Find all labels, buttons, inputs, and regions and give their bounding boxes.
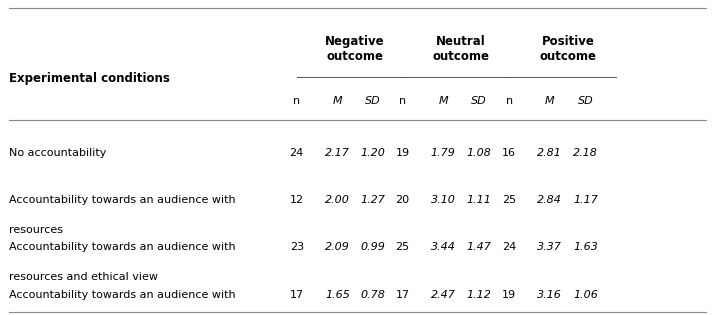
Text: 3.44: 3.44	[431, 242, 455, 252]
Text: M: M	[332, 96, 342, 106]
Text: 1.06: 1.06	[573, 289, 598, 300]
Text: 19: 19	[502, 289, 516, 300]
Text: 25: 25	[502, 195, 516, 205]
Text: No accountability: No accountability	[9, 148, 106, 158]
Text: 24: 24	[290, 148, 304, 158]
Text: 1.63: 1.63	[573, 242, 598, 252]
Text: 24: 24	[502, 242, 516, 252]
Text: 2.81: 2.81	[538, 148, 562, 158]
Text: 25: 25	[395, 242, 410, 252]
Text: 2.17: 2.17	[325, 148, 350, 158]
Text: 17: 17	[290, 289, 304, 300]
Text: Positive
outcome: Positive outcome	[540, 35, 597, 63]
Text: 17: 17	[395, 289, 410, 300]
Text: Negative
outcome: Negative outcome	[325, 35, 385, 63]
Text: n: n	[399, 96, 406, 106]
Text: resources: resources	[9, 225, 63, 235]
Text: 2.00: 2.00	[325, 195, 350, 205]
Text: Accountability towards an audience with: Accountability towards an audience with	[9, 242, 235, 252]
Text: n: n	[506, 96, 513, 106]
Text: SD: SD	[578, 96, 593, 106]
Text: 1.65: 1.65	[325, 289, 350, 300]
Text: 3.37: 3.37	[538, 242, 562, 252]
Text: SD: SD	[471, 96, 487, 106]
Text: 2.84: 2.84	[538, 195, 562, 205]
Text: 16: 16	[502, 148, 516, 158]
Text: 1.27: 1.27	[361, 195, 385, 205]
Text: 1.08: 1.08	[467, 148, 491, 158]
Text: Accountability towards an audience with: Accountability towards an audience with	[9, 195, 235, 205]
Text: 1.12: 1.12	[467, 289, 491, 300]
Text: M: M	[438, 96, 448, 106]
Text: Neutral
outcome: Neutral outcome	[433, 35, 490, 63]
Text: 1.79: 1.79	[431, 148, 455, 158]
Text: 0.78: 0.78	[361, 289, 385, 300]
Text: Accountability towards an audience with: Accountability towards an audience with	[9, 289, 235, 300]
Text: 1.47: 1.47	[467, 242, 491, 252]
Text: resources and ethical view: resources and ethical view	[9, 272, 157, 282]
Text: n: n	[293, 96, 300, 106]
Text: 23: 23	[290, 242, 304, 252]
Text: SD: SD	[365, 96, 381, 106]
Text: 1.20: 1.20	[361, 148, 385, 158]
Text: 3.16: 3.16	[538, 289, 562, 300]
Text: 1.17: 1.17	[573, 195, 598, 205]
Text: Experimental conditions: Experimental conditions	[9, 72, 169, 85]
Text: 19: 19	[395, 148, 410, 158]
Text: M: M	[545, 96, 555, 106]
Text: 1.11: 1.11	[467, 195, 491, 205]
Text: 0.99: 0.99	[361, 242, 385, 252]
Text: 2.18: 2.18	[573, 148, 598, 158]
Text: 20: 20	[395, 195, 410, 205]
Text: 2.47: 2.47	[431, 289, 455, 300]
Text: 12: 12	[290, 195, 304, 205]
Text: 2.09: 2.09	[325, 242, 350, 252]
Text: 3.10: 3.10	[431, 195, 455, 205]
